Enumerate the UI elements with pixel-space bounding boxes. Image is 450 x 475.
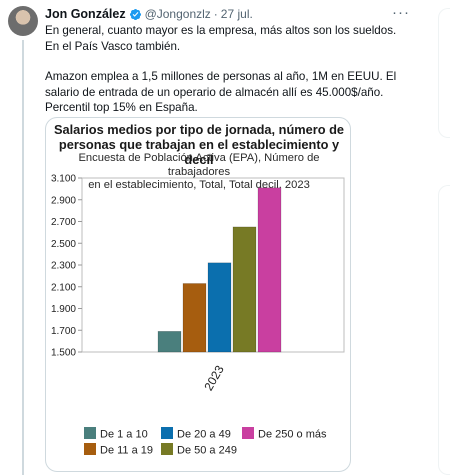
side-panel-edge-bottom	[438, 185, 450, 475]
tweet-text-paragraph-1: En general, cuanto mayor es la empresa, …	[45, 24, 397, 53]
verified-badge-icon	[129, 8, 142, 21]
y-tick-label: 2.100	[51, 282, 76, 293]
bar	[207, 262, 232, 353]
y-tick-label: 1.500	[51, 348, 76, 359]
legend-swatch	[84, 443, 96, 455]
bar	[232, 226, 257, 353]
tweet-header: Jon González @Jongonzlz · 27 jul.	[45, 6, 253, 22]
legend-label: De 11 a 19	[100, 445, 153, 457]
side-panel-edge-top	[438, 8, 450, 138]
tweet-date[interactable]: 27 jul.	[220, 7, 253, 21]
y-tick-label: 2.300	[51, 261, 76, 272]
y-tick-label: 1.900	[51, 304, 76, 315]
y-tick-label: 2.700	[51, 217, 76, 228]
y-tick-label: 3.100	[51, 174, 76, 185]
x-category-label: 2023	[201, 363, 227, 393]
legend-swatch	[84, 427, 96, 439]
chart-image-card[interactable]: Salarios medios por tipo de jornada, núm…	[45, 117, 351, 472]
user-avatar[interactable]	[8, 6, 38, 36]
bar-chart: 1.500 1.700 1.900 2.100 2.300 2.500 2.700 2.900…	[51, 174, 345, 457]
thread-line	[22, 40, 24, 475]
author-name[interactable]: Jon González	[45, 7, 126, 21]
chart-subtitle: Encuesta de Población Activa (EPA), Núme…	[46, 152, 350, 193]
bar	[182, 283, 207, 353]
legend-swatch	[242, 427, 254, 439]
legend-label: De 50 a 249	[177, 445, 237, 457]
legend-label: De 250 o más	[258, 429, 327, 441]
chart-title: Salarios medios por tipo de jornada, núm…	[46, 122, 350, 167]
y-tick-label: 2.500	[51, 239, 76, 250]
legend-swatch	[161, 427, 173, 439]
chart-subtitle-line-1: Encuesta de Población Activa (EPA), Núme…	[78, 152, 320, 178]
y-tick-label: 2.900	[51, 195, 76, 206]
legend-swatch	[161, 443, 173, 455]
bar	[157, 331, 182, 353]
legend-label: De 20 a 49	[177, 429, 231, 441]
legend-label: De 1 a 10	[100, 429, 148, 441]
author-handle[interactable]: @Jongonzlz	[144, 7, 211, 21]
y-tick-label: 1.700	[51, 326, 76, 337]
separator-dot: ·	[213, 7, 218, 21]
chart-title-line-2: personas que trabajan en el establecimie…	[58, 137, 340, 167]
chart-subtitle-line-2: en el establecimiento, Total, Total deci…	[88, 179, 310, 191]
tweet-text-paragraph-2: Amazon emplea a 1,5 millones de personas…	[45, 70, 397, 114]
more-options-icon[interactable]: ···	[392, 4, 410, 21]
chart-title-line-1: Salarios medios por tipo de jornada, núm…	[53, 122, 345, 137]
bar	[257, 187, 282, 353]
